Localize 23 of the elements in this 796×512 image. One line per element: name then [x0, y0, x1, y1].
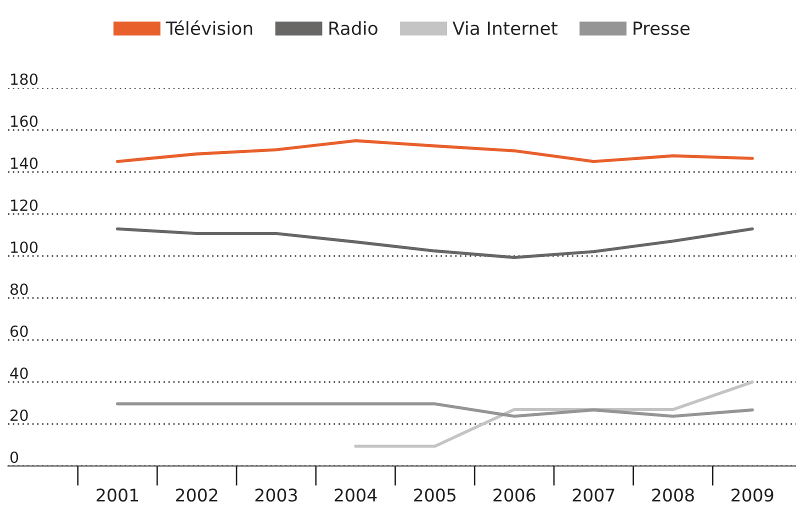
y-tick-label: 140	[11, 157, 38, 170]
x-tick-label: 2004	[334, 488, 377, 502]
x-tick-label: 2001	[96, 488, 138, 502]
x-tick-label: 2005	[414, 488, 456, 502]
legend-label: Presse	[634, 22, 690, 36]
x-tick-label: 2002	[176, 488, 218, 502]
legend-label: Télévision	[166, 20, 252, 36]
y-tick-label: 20	[10, 409, 28, 422]
y-tick-label: 60	[10, 325, 28, 338]
x-tick-label: 2003	[255, 488, 297, 502]
y-tick-label: 80	[10, 283, 28, 296]
legend-label: Via Internet	[452, 21, 558, 36]
legend-label: Radio	[329, 21, 378, 36]
x-tick-label: 2007	[572, 488, 614, 502]
y-tick-label: 120	[11, 199, 38, 212]
y-tick-label: 180	[11, 73, 38, 86]
x-tick-label: 2008	[652, 488, 694, 502]
y-tick-label: 0	[10, 451, 18, 464]
y-tick-label: 100	[11, 241, 38, 254]
y-tick-label: 40	[10, 367, 28, 380]
y-tick-label: 160	[11, 115, 38, 128]
x-tick-label: 2009	[732, 488, 774, 502]
x-tick-label: 2006	[493, 488, 536, 502]
